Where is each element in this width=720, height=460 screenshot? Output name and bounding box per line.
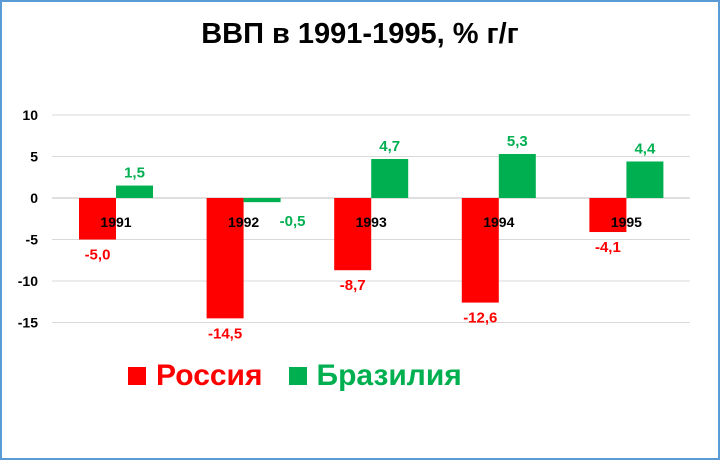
data-label: 1,5 bbox=[124, 165, 145, 182]
x-tick-label: 1995 bbox=[611, 214, 642, 230]
x-tick-label: 1993 bbox=[356, 214, 387, 230]
data-label: -12,6 bbox=[463, 310, 497, 327]
y-tick-label: -15 bbox=[18, 315, 38, 331]
data-label: -0,5 bbox=[280, 213, 306, 230]
bar-russia bbox=[334, 198, 372, 271]
data-label: -14,5 bbox=[208, 325, 242, 342]
bar-brazil bbox=[371, 158, 409, 198]
data-label: -4,1 bbox=[595, 239, 621, 256]
bar-russia bbox=[461, 198, 499, 303]
data-label: -8,7 bbox=[340, 277, 366, 294]
legend-label-brazil: Бразилия bbox=[316, 359, 462, 392]
chart-title: ВВП в 1991-1995, % г/г bbox=[201, 18, 519, 50]
bar-brazil bbox=[498, 154, 536, 198]
x-tick-label: 1991 bbox=[100, 214, 131, 230]
bar-russia bbox=[206, 198, 244, 319]
bar-russia bbox=[79, 198, 116, 240]
legend-swatch-brazil bbox=[288, 367, 307, 385]
data-label: 4,7 bbox=[379, 138, 400, 155]
data-label: 5,3 bbox=[507, 133, 528, 150]
legend-item-brazil: Бразилия bbox=[288, 359, 462, 393]
x-tick-label: 1992 bbox=[228, 214, 259, 230]
bar-russia bbox=[589, 198, 627, 233]
y-tick-label: 5 bbox=[30, 149, 38, 165]
legend: Россия Бразилия bbox=[128, 356, 488, 396]
legend-item-russia: Россия bbox=[128, 359, 263, 393]
x-tick-label: 1994 bbox=[483, 214, 514, 230]
bar-brazil bbox=[626, 161, 664, 198]
legend-swatch-russia bbox=[128, 367, 146, 385]
y-tick-label: -5 bbox=[26, 232, 39, 248]
legend-label-russia: Россия bbox=[156, 359, 263, 392]
bar-brazil bbox=[243, 198, 281, 203]
y-tick-label: 0 bbox=[30, 190, 38, 206]
data-label: -5,0 bbox=[85, 247, 111, 264]
data-label: 4,4 bbox=[634, 140, 656, 157]
bar-brazil bbox=[116, 185, 153, 198]
y-tick-label: -10 bbox=[18, 273, 38, 289]
y-tick-label: 10 bbox=[22, 107, 38, 123]
